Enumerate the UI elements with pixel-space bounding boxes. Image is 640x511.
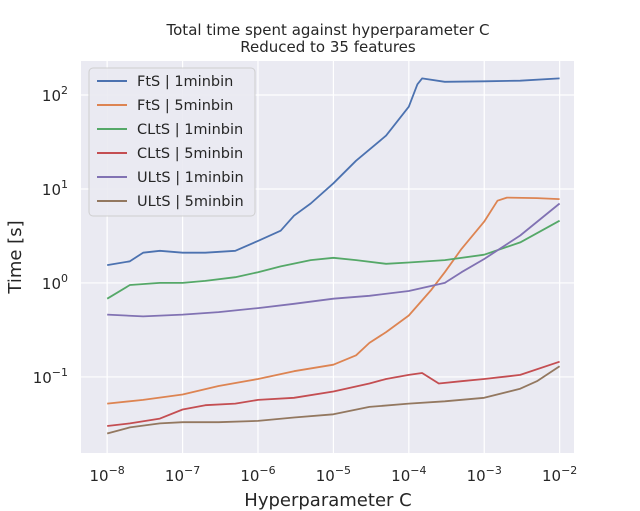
chart-title: Total time spent against hyperparameter … — [166, 21, 490, 39]
y-tick-label: 10−1 — [33, 366, 68, 387]
x-tick-label-base: 10 — [240, 467, 259, 485]
y-tick-label-base: 10 — [42, 181, 61, 199]
y-tick-label: 100 — [42, 272, 68, 293]
x-tick-label: 10−8 — [89, 464, 124, 485]
x-tick-label: 10−5 — [316, 464, 351, 485]
x-tick-label-exponent: −7 — [184, 464, 200, 477]
y-axis-label: Time [s] — [5, 220, 26, 294]
y-tick-label-exponent: 0 — [61, 272, 68, 285]
x-tick-label: 10−3 — [467, 464, 502, 485]
x-tick-label-exponent: −3 — [486, 464, 502, 477]
series-line-4 — [107, 360, 560, 427]
y-tick-label-base: 10 — [42, 87, 61, 105]
x-tick-label-exponent: −5 — [335, 464, 351, 477]
x-tick-label-exponent: −6 — [259, 464, 275, 477]
x-tick-label: 10−2 — [542, 464, 577, 485]
series-layer — [106, 77, 561, 435]
y-tick-label-base: 10 — [42, 275, 61, 293]
grid-lines — [81, 61, 574, 453]
legend-label-6: ULtS | 5minbin — [137, 194, 244, 210]
y-tick-label-exponent: 2 — [61, 84, 68, 97]
series-line-1 — [107, 77, 560, 266]
series-line-5 — [107, 202, 561, 318]
y-tick-label-base: 10 — [33, 369, 52, 387]
x-tick-label-base: 10 — [391, 467, 410, 485]
x-tick-labels: 10−8 10−7 10−6 10−5 10−4 10−3 10−2 — [89, 464, 577, 485]
chart-subtitle: Reduced to 35 features — [240, 38, 416, 56]
y-tick-label: 101 — [42, 178, 68, 199]
legend-box — [88, 67, 256, 217]
y-tick-label: 102 — [42, 84, 68, 105]
x-tick-label-base: 10 — [89, 467, 108, 485]
x-tick-label-base: 10 — [467, 467, 486, 485]
x-tick-label: 10−6 — [240, 464, 275, 485]
x-axis-label: Hyperparameter C — [244, 490, 411, 511]
y-tick-label-exponent: −1 — [52, 366, 68, 379]
legend-label-2: FtS | 5minbin — [137, 98, 233, 114]
x-tick-label: 10−7 — [165, 464, 200, 485]
x-tick-label-base: 10 — [542, 467, 561, 485]
x-tick-label-base: 10 — [165, 467, 184, 485]
series-line-6 — [106, 365, 561, 435]
x-tick-label-exponent: −4 — [410, 464, 426, 477]
legend-label-1: FtS | 1minbin — [137, 74, 233, 90]
x-tick-label-base: 10 — [316, 467, 335, 485]
legend-label-3: CLtS | 1minbin — [137, 122, 243, 138]
legend-label-5: ULtS | 1minbin — [137, 170, 244, 186]
y-tick-label-exponent: 1 — [61, 178, 68, 191]
x-tick-label-exponent: −8 — [109, 464, 125, 477]
legend-label-4: CLtS | 5minbin — [137, 146, 243, 162]
series-line-3 — [106, 219, 561, 300]
legend: FtS | 1minbin FtS | 5minbin CLtS | 1minbin… — [88, 67, 256, 217]
series-line-2 — [107, 196, 560, 405]
x-tick-label-exponent: −2 — [561, 464, 577, 477]
x-tick-label: 10−4 — [391, 464, 426, 485]
